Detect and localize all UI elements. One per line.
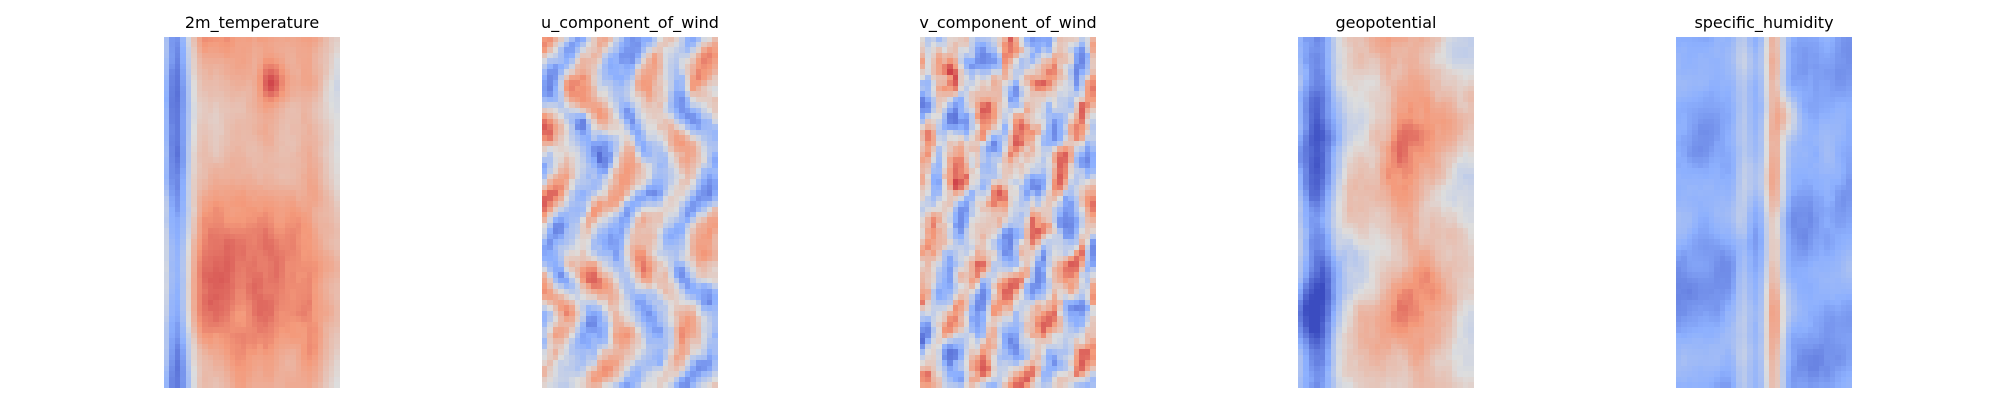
heatmap-canvas-2m-temperature (164, 37, 340, 388)
heatmap-canvas-u-wind (542, 37, 718, 388)
heatmap-panel-2: u_component_of_wind (541, 0, 719, 400)
panel-title-3: v_component_of_wind (919, 13, 1097, 32)
heatmap-canvas-v-wind (920, 37, 1096, 388)
panel-title-2: u_component_of_wind (541, 13, 719, 32)
panel-title-4: geopotential (1335, 13, 1437, 32)
panel-title-1: 2m_temperature (184, 13, 320, 32)
heatmap-panel-3: v_component_of_wind (919, 0, 1097, 400)
panel-title-5: specific_humidity (1694, 13, 1834, 32)
heatmap-canvas-specific-humidity (1676, 37, 1852, 388)
heatmap-canvas-geopotential (1298, 37, 1474, 388)
heatmap-panel-5: specific_humidity (1676, 0, 1852, 400)
heatmap-panel-1: 2m_temperature (164, 0, 340, 400)
heatmap-panel-4: geopotential (1298, 0, 1474, 400)
